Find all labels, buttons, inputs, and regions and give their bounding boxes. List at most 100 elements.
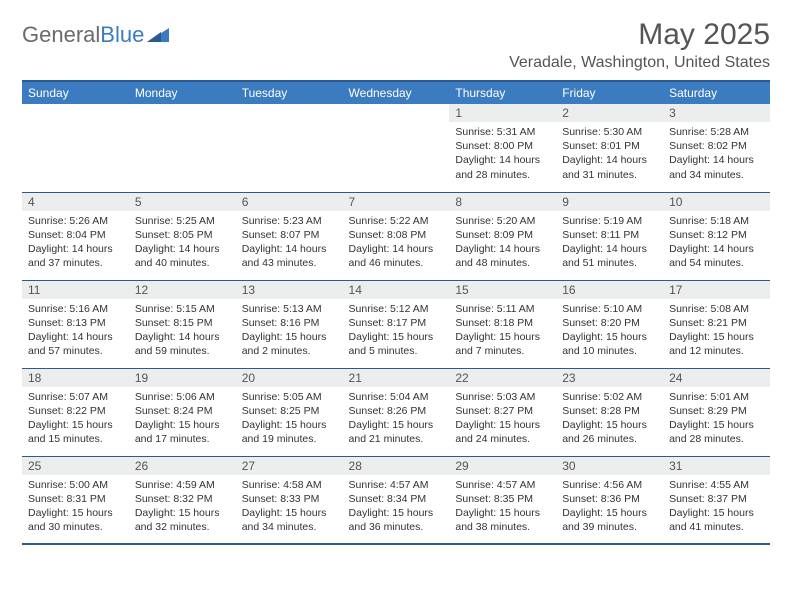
sunset-text: Sunset: 8:17 PM [349,316,444,330]
calendar-cell: 12Sunrise: 5:15 AMSunset: 8:15 PMDayligh… [129,280,236,368]
sunrise-text: Sunrise: 4:58 AM [242,478,337,492]
day-number: 21 [343,369,450,387]
sunrise-text: Sunrise: 5:07 AM [28,390,123,404]
day-details: Sunrise: 5:28 AMSunset: 8:02 PMDaylight:… [663,122,770,186]
daylight-text: Daylight: 15 hours and 36 minutes. [349,506,444,534]
sunrise-text: Sunrise: 5:28 AM [669,125,764,139]
day-header: Sunday [22,81,129,104]
calendar-cell: 22Sunrise: 5:03 AMSunset: 8:27 PMDayligh… [449,368,556,456]
daylight-text: Daylight: 15 hours and 28 minutes. [669,418,764,446]
daylight-text: Daylight: 15 hours and 7 minutes. [455,330,550,358]
sunrise-text: Sunrise: 5:20 AM [455,214,550,228]
calendar-cell: 11Sunrise: 5:16 AMSunset: 8:13 PMDayligh… [22,280,129,368]
sunset-text: Sunset: 8:02 PM [669,139,764,153]
day-details: Sunrise: 5:22 AMSunset: 8:08 PMDaylight:… [343,211,450,275]
calendar-cell: 10Sunrise: 5:18 AMSunset: 8:12 PMDayligh… [663,192,770,280]
day-details: Sunrise: 5:20 AMSunset: 8:09 PMDaylight:… [449,211,556,275]
sunrise-text: Sunrise: 5:04 AM [349,390,444,404]
daylight-text: Daylight: 14 hours and 48 minutes. [455,242,550,270]
day-header: Thursday [449,81,556,104]
day-header: Saturday [663,81,770,104]
calendar-cell: 9Sunrise: 5:19 AMSunset: 8:11 PMDaylight… [556,192,663,280]
day-number: 1 [449,104,556,122]
day-number: 29 [449,457,556,475]
day-number: 15 [449,281,556,299]
sunset-text: Sunset: 8:09 PM [455,228,550,242]
daylight-text: Daylight: 14 hours and 31 minutes. [562,153,657,181]
daylight-text: Daylight: 14 hours and 59 minutes. [135,330,230,358]
calendar-cell: 26Sunrise: 4:59 AMSunset: 8:32 PMDayligh… [129,456,236,544]
calendar-cell: 28 Sunrise: 4:57 AMSunset: 8:34 PMDayligh… [343,456,450,544]
day-details: Sunrise: 5:12 AMSunset: 8:17 PMDaylight:… [343,299,450,363]
daylight-text: Daylight: 15 hours and 26 minutes. [562,418,657,446]
calendar-week: 25Sunrise: 5:00 AMSunset: 8:31 PMDayligh… [22,456,770,544]
sunrise-text: Sunrise: 5:10 AM [562,302,657,316]
sunset-text: Sunset: 8:27 PM [455,404,550,418]
sunrise-text: Sunrise: 5:31 AM [455,125,550,139]
logo-triangle-icon [147,22,169,48]
calendar-cell: 1Sunrise: 5:31 AMSunset: 8:00 PMDaylight… [449,104,556,192]
day-number: 7 [343,193,450,211]
daylight-text: Daylight: 14 hours and 34 minutes. [669,153,764,181]
sunrise-text: Sunrise: 5:26 AM [28,214,123,228]
day-details: Sunrise: 5:13 AMSunset: 8:16 PMDaylight:… [236,299,343,363]
sunset-text: Sunset: 8:13 PM [28,316,123,330]
day-number [22,104,129,108]
logo-text-left: General [22,22,100,48]
calendar-cell: 19Sunrise: 5:06 AMSunset: 8:24 PMDayligh… [129,368,236,456]
day-number: 13 [236,281,343,299]
day-number: 23 [556,369,663,387]
day-number: 8 [449,193,556,211]
sunset-text: Sunset: 8:04 PM [28,228,123,242]
sunset-text: Sunset: 8:26 PM [349,404,444,418]
sunrise-text: Sunrise: 4:57 AM [349,478,444,492]
calendar-cell: 29Sunrise: 4:57 AMSunset: 8:35 PMDayligh… [449,456,556,544]
month-title: May 2025 [509,18,770,52]
day-number: 9 [556,193,663,211]
day-details: Sunrise: 5:23 AMSunset: 8:07 PMDaylight:… [236,211,343,275]
daylight-text: Daylight: 14 hours and 28 minutes. [455,153,550,181]
calendar-cell: 8Sunrise: 5:20 AMSunset: 8:09 PMDaylight… [449,192,556,280]
calendar-week: 11Sunrise: 5:16 AMSunset: 8:13 PMDayligh… [22,280,770,368]
calendar-cell [22,104,129,192]
calendar-table: SundayMondayTuesdayWednesdayThursdayFrid… [22,80,770,545]
sunset-text: Sunset: 8:01 PM [562,139,657,153]
daylight-text: Daylight: 15 hours and 41 minutes. [669,506,764,534]
sunrise-text: Sunrise: 5:00 AM [28,478,123,492]
sunset-text: Sunset: 8:34 PM [349,492,444,506]
sunset-text: Sunset: 8:08 PM [349,228,444,242]
calendar-cell: 13Sunrise: 5:13 AMSunset: 8:16 PMDayligh… [236,280,343,368]
daylight-text: Daylight: 14 hours and 54 minutes. [669,242,764,270]
daylight-text: Daylight: 15 hours and 32 minutes. [135,506,230,534]
daylight-text: Daylight: 15 hours and 38 minutes. [455,506,550,534]
logo: GeneralBlue [22,22,169,48]
day-number: 31 [663,457,770,475]
sunset-text: Sunset: 8:15 PM [135,316,230,330]
sunrise-text: Sunrise: 5:18 AM [669,214,764,228]
title-block: May 2025 Veradale, Washington, United St… [509,18,770,72]
sunset-text: Sunset: 8:28 PM [562,404,657,418]
day-number: 28 [343,457,450,475]
day-number: 18 [22,369,129,387]
calendar-cell: 27Sunrise: 4:58 AMSunset: 8:33 PMDayligh… [236,456,343,544]
calendar-cell: 15Sunrise: 5:11 AMSunset: 8:18 PMDayligh… [449,280,556,368]
calendar-week: 1Sunrise: 5:31 AMSunset: 8:00 PMDaylight… [22,104,770,192]
sunrise-text: Sunrise: 5:02 AM [562,390,657,404]
daylight-text: Daylight: 14 hours and 43 minutes. [242,242,337,270]
daylight-text: Daylight: 14 hours and 40 minutes. [135,242,230,270]
day-number: 16 [556,281,663,299]
calendar-cell: 7Sunrise: 5:22 AMSunset: 8:08 PMDaylight… [343,192,450,280]
sunrise-text: Sunrise: 5:06 AM [135,390,230,404]
day-header: Wednesday [343,81,450,104]
day-number: 17 [663,281,770,299]
day-header: Monday [129,81,236,104]
day-details: Sunrise: 5:25 AMSunset: 8:05 PMDaylight:… [129,211,236,275]
daylight-text: Daylight: 14 hours and 46 minutes. [349,242,444,270]
sunset-text: Sunset: 8:25 PM [242,404,337,418]
day-details: Sunrise: 5:16 AMSunset: 8:13 PMDaylight:… [22,299,129,363]
sunset-text: Sunset: 8:18 PM [455,316,550,330]
day-details: Sunrise: 5:15 AMSunset: 8:15 PMDaylight:… [129,299,236,363]
day-details: Sunrise: 5:04 AMSunset: 8:26 PMDaylight:… [343,387,450,451]
calendar-head: SundayMondayTuesdayWednesdayThursdayFrid… [22,81,770,104]
day-number: 19 [129,369,236,387]
